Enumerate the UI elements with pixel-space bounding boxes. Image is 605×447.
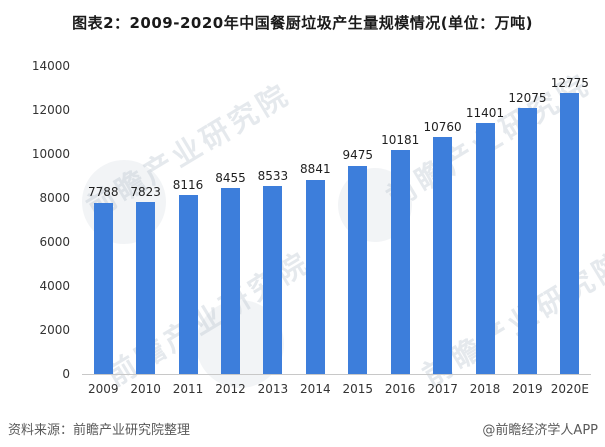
y-tick-label: 2000 — [39, 323, 70, 337]
bar-column: 9475 — [337, 66, 379, 374]
y-tick-label: 0 — [62, 367, 70, 381]
bar — [560, 92, 580, 374]
y-tick-label: 12000 — [31, 103, 70, 117]
bar-column: 11401 — [464, 66, 506, 374]
bar-column: 7823 — [124, 66, 166, 374]
x-tick-label: 2018 — [469, 382, 501, 396]
y-axis: 0 2000 4000 6000 8000 10000 12000 14000 — [6, 60, 70, 380]
y-tick-label: 8000 — [39, 191, 70, 205]
y-tick-label: 6000 — [39, 235, 70, 249]
bar-value-label: 8116 — [172, 178, 204, 193]
bar — [475, 123, 495, 374]
bar-value-label: 8533 — [257, 169, 289, 184]
footer: 资料来源：前瞻产业研究院整理 @前瞻经济学人APP — [8, 419, 598, 438]
x-tick-label: 2012 — [215, 382, 246, 396]
bar — [348, 165, 368, 374]
x-tick-label: 2013 — [257, 382, 289, 396]
bar — [517, 108, 537, 374]
bar-column: 12775 — [549, 66, 591, 374]
bar-column: 8116 — [167, 66, 209, 374]
bar-value-label: 8841 — [300, 162, 331, 177]
x-tick-label: 2017 — [427, 382, 458, 396]
bar-value-label: 8455 — [215, 170, 246, 185]
bar-value-label: 11401 — [465, 106, 505, 120]
bar-column: 10760 — [421, 66, 463, 374]
bar-column: 10181 — [379, 66, 421, 374]
bar-value-label: 12775 — [550, 75, 589, 90]
bar-value-label: 10181 — [381, 132, 420, 147]
x-tick-label: 2020E — [550, 382, 589, 396]
y-tick-label: 14000 — [31, 59, 70, 73]
bar — [136, 201, 156, 374]
bar-column: 7788 — [82, 66, 124, 374]
x-tick-label: 2014 — [300, 382, 331, 396]
bar — [178, 195, 198, 374]
bar-value-label: 7788 — [87, 185, 119, 200]
x-axis: 2009 2010 2011 2012 2013 2014 2015 2016 2017 2018… — [82, 375, 591, 396]
plot-area: 7788 7823 8116 8455 8533 8841 9475 10181 10760 11… — [82, 66, 591, 375]
bar-value-label: 12075 — [508, 91, 547, 106]
x-tick-label: 2016 — [384, 382, 416, 396]
x-tick-label: 2009 — [87, 382, 119, 396]
bar-value-label: 7823 — [130, 184, 161, 199]
bar — [305, 179, 325, 374]
bar — [93, 202, 113, 374]
chart-title: 图表2：2009-2020年中国餐厨垃圾产生量规模情况(单位：万吨) — [72, 14, 533, 32]
bar-column: 8455 — [209, 66, 251, 374]
y-tick-label: 10000 — [31, 147, 70, 161]
x-tick-label: 2015 — [342, 382, 374, 396]
x-tick-label: 2019 — [512, 382, 543, 396]
bar — [433, 137, 453, 374]
bar-column: 12075 — [506, 66, 548, 374]
x-tick-label: 2010 — [130, 382, 161, 396]
bar-column: 8533 — [252, 66, 294, 374]
bar — [263, 186, 283, 374]
bar-value-label: 10760 — [423, 120, 462, 135]
source-text: 资料来源：前瞻产业研究院整理 — [8, 423, 191, 438]
bar-column: 8841 — [294, 66, 336, 374]
y-tick-label: 4000 — [39, 279, 70, 293]
bar-value-label: 9475 — [342, 148, 374, 163]
bar — [220, 188, 240, 374]
bar — [390, 150, 410, 374]
x-tick-label: 2011 — [172, 382, 204, 396]
credit-text: @前瞻经济学人APP — [482, 423, 598, 438]
